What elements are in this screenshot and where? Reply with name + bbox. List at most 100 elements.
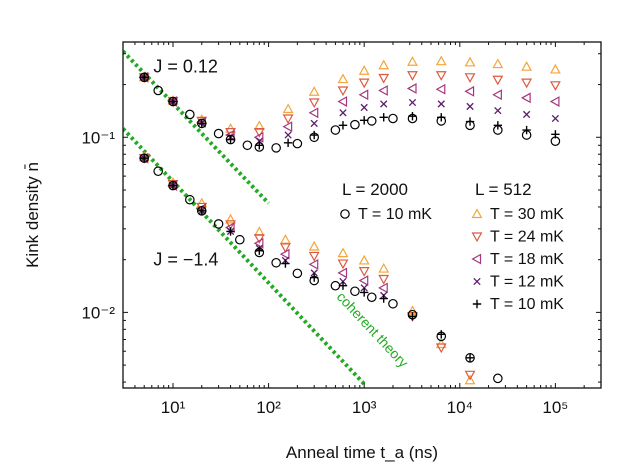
data-point [350,119,360,130]
data-point [338,121,348,130]
data-point [281,259,290,268]
data-point [494,106,502,115]
data-point [197,119,206,128]
x-axis-label: Anneal time t_a (ns) [286,443,438,462]
data-point [153,85,163,96]
data-point [550,136,561,146]
data-point [360,103,368,112]
data-point [253,237,264,249]
data-point [242,140,253,151]
data-point [168,96,178,107]
data-point [358,254,370,265]
data-point [330,125,341,135]
legend-label: T = 12 mK [490,274,564,291]
data-point [435,55,447,66]
series-J0_12-T10mK-L2000 [139,72,561,153]
data-point [308,258,319,270]
series-J0_12-T24mK-L512 [138,71,561,138]
data-point [139,72,150,83]
x-tick-label: 10⁴ [447,398,473,417]
legend-label: T = 24 mK [490,229,564,246]
data-point [407,56,418,66]
data-point [522,125,531,135]
data-point [213,219,224,229]
data-point [522,110,531,119]
x-tick-label: 10³ [352,398,377,417]
data-point [196,206,207,216]
data-point [168,180,178,191]
data-point [366,116,377,126]
data-point [282,121,293,133]
legend-header-l512: L = 512 [475,180,532,199]
data-point [308,240,320,251]
data-point [378,85,388,96]
data-point [196,118,207,129]
data-point [292,138,303,149]
legend-marker [471,253,482,265]
data-point [225,213,236,224]
y-tick-label: 10⁻² [81,303,115,322]
data-point [464,85,475,97]
legend-header-l2000: L = 2000 [342,180,408,199]
data-point [380,100,388,108]
legend-label: T = 10 mK [490,296,564,313]
data-point [378,73,390,84]
data-point [337,96,348,107]
data-point [436,116,447,126]
data-point [253,131,264,143]
data-point [271,257,281,268]
data-point [379,294,388,303]
axes-frame [122,41,602,389]
data-point [407,71,418,81]
data-points-layer [138,55,561,385]
data-point [378,274,390,285]
data-point [358,275,369,286]
data-point [492,89,502,101]
data-point [464,73,476,83]
data-point [359,288,369,297]
data-point [378,282,388,294]
data-point [140,153,149,163]
data-point [408,111,417,121]
data-point [330,280,341,291]
legend: L = 2000 L = 512 T = 10 mK T = 30 mK T = 2… [340,180,564,313]
data-point [283,138,293,147]
data-point [284,131,292,139]
data-point [521,130,532,140]
data-point [337,267,348,279]
data-point [549,63,561,74]
data-point [521,78,533,89]
data-point [225,134,236,145]
data-point [407,309,418,320]
data-point [339,109,347,117]
data-point [437,100,445,108]
legend-label: T = 18 mK [490,251,564,268]
data-point [358,267,370,277]
y-axis-label: Kink density n̄ [23,162,42,268]
data-point [407,113,418,124]
data-point [388,298,398,309]
legend-marker [471,208,483,219]
data-point [464,374,476,385]
data-point [253,226,265,237]
data-point [520,92,531,104]
x-tick-label: 10² [256,398,281,417]
data-point [310,130,319,140]
data-point [379,113,388,122]
data-point [464,56,476,67]
data-point [358,65,370,75]
data-point [213,128,224,139]
data-point [437,330,446,339]
data-point [366,292,377,303]
data-point [226,135,235,144]
legend-label: T = 10 mK [358,206,432,223]
data-point [168,181,178,190]
data-point [435,343,447,354]
coherent-theory-line-2 [123,127,366,386]
data-point [308,86,320,96]
series-J0_12-T18mK-L512 [138,71,560,143]
data-point [435,71,447,81]
axis-ticks-layer: 10¹ 10² 10³ 10⁴ 10⁵ 10⁻¹ 10⁻² [81,42,602,417]
data-point [309,275,319,286]
data-point [492,58,504,69]
